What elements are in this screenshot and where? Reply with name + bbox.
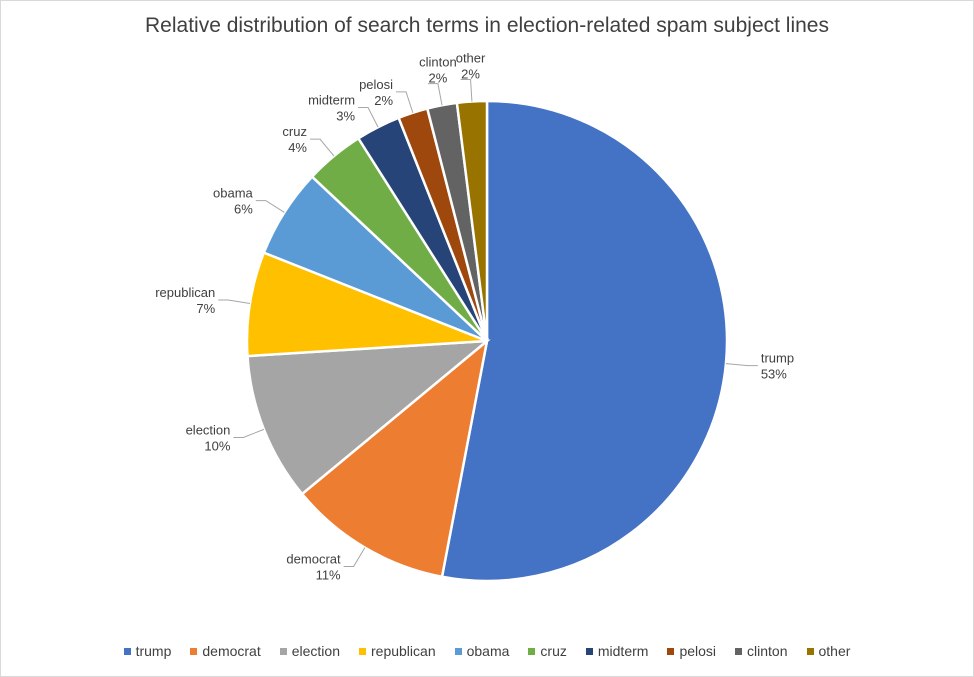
legend-label-cruz: cruz	[540, 643, 567, 659]
legend-swatch-democrat	[190, 647, 198, 655]
legend-item-clinton: clinton	[735, 643, 788, 659]
data-label-value-election: 10%	[204, 438, 230, 453]
legend-item-obama: obama	[454, 643, 510, 659]
leader-line-republican	[218, 299, 251, 304]
data-label-name-pelosi: pelosi	[359, 77, 393, 92]
legend-swatch-midterm	[585, 647, 593, 655]
pie-slice-republican	[245, 251, 488, 358]
legend-label-trump: trump	[135, 643, 172, 659]
pie-slice-democrat	[300, 337, 489, 579]
leader-line-obama	[255, 200, 285, 213]
data-label-name-other: other	[456, 51, 486, 66]
legend-label-midterm: midterm	[597, 643, 649, 659]
legend-item-republican: republican	[359, 643, 436, 659]
pie-slice-trump	[440, 99, 729, 583]
legend-swatch-other	[806, 647, 814, 655]
legend-item-midterm: midterm	[585, 643, 649, 659]
data-label-value-obama: 6%	[234, 202, 253, 217]
legend-item-election: election	[279, 643, 340, 659]
data-label-value-democrat: 11%	[316, 568, 341, 583]
data-label-name-obama: obama	[213, 186, 254, 201]
legend-swatch-cruz	[528, 647, 536, 655]
legend-item-pelosi: pelosi	[667, 643, 716, 659]
legend-label-pelosi: pelosi	[679, 643, 717, 659]
leader-line-pelosi	[396, 91, 414, 113]
legend-label-election: election	[291, 643, 340, 659]
data-label-value-trump: 53%	[761, 367, 787, 382]
data-label-name-election: election	[186, 422, 231, 437]
data-label-name-republican: republican	[155, 285, 215, 300]
leader-line-election	[233, 428, 265, 438]
data-label-value-cruz: 4%	[288, 140, 307, 155]
legend-swatch-clinton	[735, 647, 743, 655]
data-label-name-midterm: midterm	[308, 93, 355, 108]
leader-line-clinton	[427, 83, 443, 106]
data-label-value-pelosi: 2%	[374, 93, 393, 108]
data-label-name-democrat: democrat	[286, 552, 341, 567]
legend-swatch-republican	[359, 647, 366, 655]
leader-line-democrat	[343, 547, 366, 568]
data-label-value-clinton: 2%	[429, 71, 448, 86]
chart-title: Relative distribution of search terms in…	[145, 14, 829, 37]
leader-line-cruz	[309, 138, 335, 157]
data-label-name-cruz: cruz	[282, 124, 307, 139]
leader-line-other	[460, 79, 473, 102]
legend-item-other: other	[806, 643, 851, 659]
leader-line-trump	[725, 363, 758, 367]
leader-line-midterm	[358, 107, 379, 128]
pie-slice-election	[246, 339, 491, 496]
legend-label-obama: obama	[466, 643, 510, 659]
data-label-name-trump: trump	[761, 351, 794, 366]
legend-item-trump: trump	[123, 643, 172, 659]
chart-legend: trump democrat election republican obama cruz…	[1, 643, 973, 659]
legend-label-clinton: clinton	[747, 643, 788, 659]
legend-label-republican: republican	[371, 643, 436, 659]
legend-swatch-pelosi	[667, 647, 675, 655]
data-label-value-midterm: 3%	[336, 109, 355, 124]
data-label-name-clinton: clinton	[419, 55, 457, 70]
legend-swatch-trump	[123, 647, 131, 655]
data-label-value-republican: 7%	[196, 301, 215, 316]
data-label-value-other: 2%	[461, 67, 480, 82]
legend-swatch-election	[279, 647, 287, 655]
legend-item-democrat: democrat	[190, 643, 261, 659]
legend-label-democrat: democrat	[202, 643, 261, 659]
legend-item-cruz: cruz	[528, 643, 567, 659]
legend-label-other: other	[818, 643, 851, 659]
legend-swatch-obama	[454, 647, 462, 655]
